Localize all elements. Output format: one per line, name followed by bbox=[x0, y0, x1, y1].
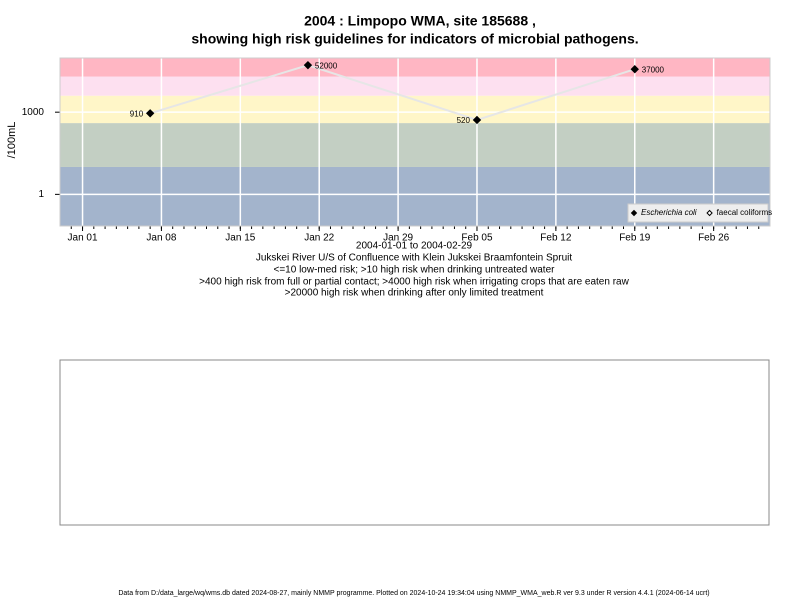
x-tick-label: Jan 29 bbox=[383, 233, 413, 244]
x-axis-label: 2004-01-01 to 2004-02-29 bbox=[356, 241, 473, 252]
x-tick-label: Feb 12 bbox=[540, 233, 572, 244]
legend-label: Escherichia coli bbox=[641, 208, 697, 217]
y-axis-label: /100mL bbox=[6, 122, 18, 159]
x-tick-label: Jan 01 bbox=[68, 233, 98, 244]
x-tick-label: Feb 05 bbox=[461, 233, 493, 244]
data-point bbox=[303, 60, 313, 70]
data-label: 910 bbox=[130, 109, 144, 118]
x-tick-label: Jan 08 bbox=[146, 233, 176, 244]
legend-label: faecal coliforms bbox=[717, 208, 773, 217]
guideline-band bbox=[60, 58, 770, 77]
y-tick-label: 1 bbox=[38, 189, 44, 200]
data-point bbox=[630, 65, 639, 74]
plot-frame bbox=[59, 57, 771, 227]
caption: >20000 high risk when drinking after onl… bbox=[285, 288, 544, 299]
legend-marker bbox=[630, 209, 638, 217]
footer: Data from D:/data_large/wq/wms.db dated … bbox=[118, 590, 709, 597]
x-tick-label: Feb 19 bbox=[619, 233, 651, 244]
y-tick-label: 1000 bbox=[22, 107, 45, 118]
chart-title: 2004 : Limpopo WMA, site 185688 , bbox=[304, 13, 536, 29]
empty-panel bbox=[59, 359, 770, 526]
legend-box bbox=[627, 203, 769, 223]
guideline-band bbox=[60, 76, 770, 96]
x-tick-label: Feb 26 bbox=[698, 233, 730, 244]
x-tick-label: Jan 22 bbox=[304, 233, 334, 244]
data-point bbox=[145, 109, 155, 118]
legend-marker bbox=[706, 209, 713, 217]
series-line bbox=[149, 64, 636, 122]
caption: <=10 low-med risk; >10 high risk when dr… bbox=[274, 265, 556, 276]
chart-subtitle: showing high risk guidelines for indicat… bbox=[191, 31, 638, 47]
guideline-band bbox=[60, 123, 770, 167]
data-label: 520 bbox=[457, 116, 471, 125]
x-tick-label: Jan 15 bbox=[225, 233, 255, 244]
data-label: 37000 bbox=[642, 65, 665, 74]
caption: >400 high risk from full or partial cont… bbox=[199, 277, 629, 288]
caption: Jukskei River U/S of Confluence with Kle… bbox=[256, 253, 572, 264]
data-label: 52000 bbox=[315, 61, 338, 70]
data-point bbox=[472, 115, 482, 125]
